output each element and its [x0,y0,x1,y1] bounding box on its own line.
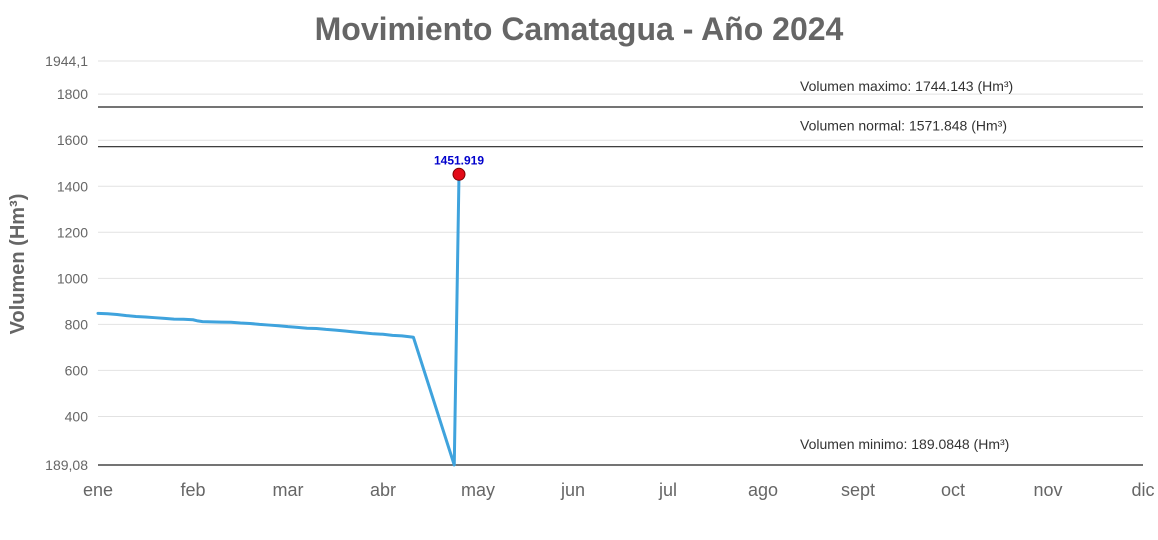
y-tick-label-8: 400 [65,408,89,424]
series-line-0 [96,172,461,467]
x-tick-label-ene: ene [83,480,113,500]
reference-label-1: Volumen normal: 1571.848 (Hm³) [800,118,1007,134]
x-tick-label-mar: mar [273,480,304,500]
highlight-point-label: 1451.919 [434,153,484,167]
chart-title: Movimiento Camatagua - Año 2024 [315,11,844,47]
x-tick-label-ago: ago [748,480,778,500]
y-tick-label-3: 1400 [57,178,88,194]
y-axis-label: Volumen (Hm³) [7,194,29,335]
y-tick-label-5: 1000 [57,270,88,286]
highlight-point-layer: 1451.919 [434,153,484,181]
highlight-point [452,167,466,181]
reference-label-2: Volumen minimo: 189.0848 (Hm³) [800,436,1009,452]
y-tick-label-1: 1800 [57,86,88,102]
x-tick-label-oct: oct [941,480,965,500]
reference-lines: Volumen maximo: 1744.143 (Hm³) Volumen no… [98,78,1143,466]
y-tick-labels: 1944,1 1800 1600 1400 1200 1000 800 600 400 189,0… [45,53,88,473]
y-tick-label-9: 189,08 [45,457,88,473]
series-layer [96,172,461,467]
y-tick-label-6: 800 [65,316,89,332]
reference-label-0: Volumen maximo: 1744.143 (Hm³) [800,78,1013,94]
x-tick-label-jul: jul [658,480,677,500]
x-tick-label-feb: feb [180,480,205,500]
x-tick-label-dic: dic [1131,480,1154,500]
y-tick-label-4: 1200 [57,224,88,240]
y-tick-label-2: 1600 [57,132,88,148]
y-tick-label-0: 1944,1 [45,53,88,69]
x-tick-label-abr: abr [370,480,396,500]
x-tick-label-jun: jun [560,480,585,500]
y-tick-label-7: 600 [65,362,89,378]
x-tick-labels: ene feb mar abr may jun jul ago sept oct nov dic [83,480,1155,500]
x-tick-label-nov: nov [1033,480,1062,500]
x-tick-label-may: may [461,480,495,500]
x-tick-label-sept: sept [841,480,875,500]
